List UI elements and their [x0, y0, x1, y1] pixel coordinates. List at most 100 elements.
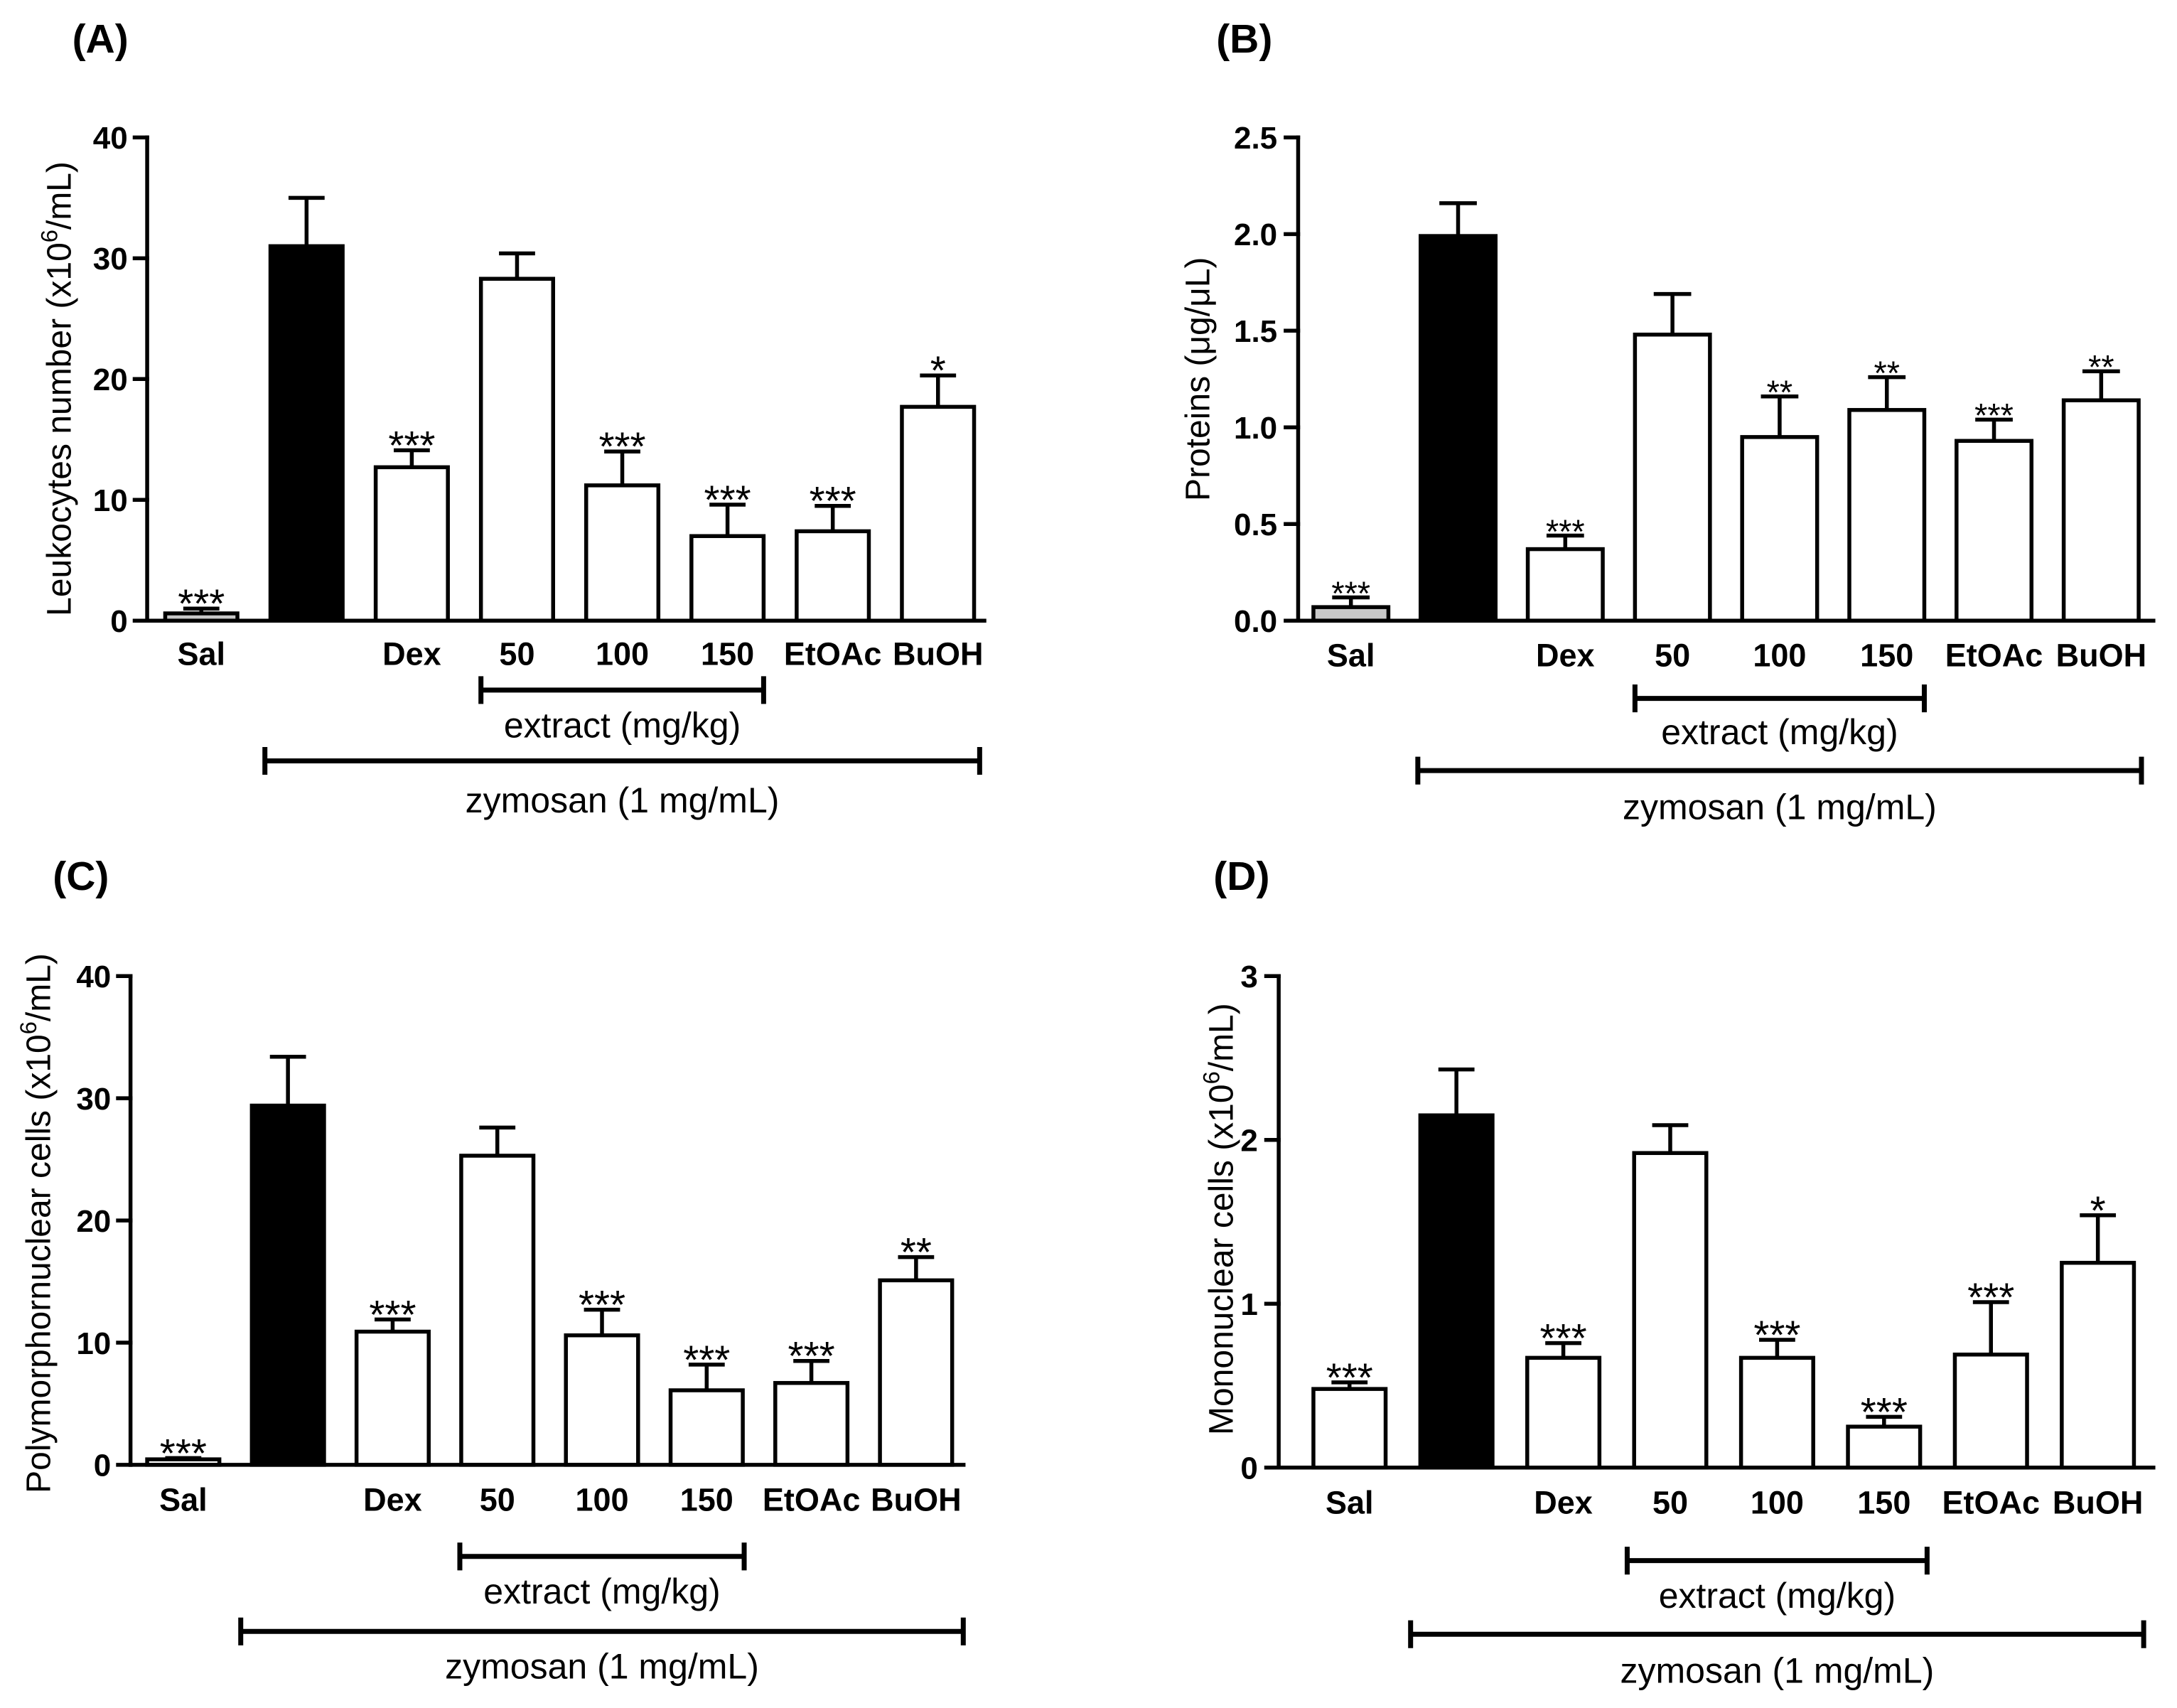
significance-marker: ***	[388, 424, 435, 468]
panel-label: (A)	[72, 16, 129, 62]
bar-etoac	[1955, 439, 2034, 623]
x-tick-label: Dex	[363, 1481, 422, 1518]
error-bar-100	[604, 449, 640, 485]
zymosan-group-label: zymosan (1 mg/mL)	[1623, 788, 1937, 827]
significance-marker: ***	[598, 425, 645, 470]
significance-marker: **	[1874, 355, 1899, 392]
x-tick-label: BuOH	[893, 636, 984, 672]
significance-marker: ***	[683, 1338, 730, 1382]
error-bar-100	[584, 1307, 620, 1336]
bar-dex	[1525, 547, 1605, 623]
zymosan-bracket	[1408, 1620, 2146, 1648]
x-tick-label: Dex	[1536, 638, 1595, 674]
y-tick-label: 3	[1240, 960, 1257, 994]
significance-marker: ***	[1967, 1275, 2014, 1320]
panel-c: (C)Polymorphornuclear cells (x106/mL)***…	[15, 854, 966, 1687]
error-bar-150	[1866, 1414, 1903, 1427]
bar-control	[1419, 234, 1498, 623]
error-bar-100	[1759, 1338, 1795, 1358]
x-tick-label: 100	[596, 636, 649, 672]
significance-marker: ***	[160, 1432, 207, 1476]
significance-marker: **	[1767, 374, 1792, 411]
bar-dex	[373, 465, 450, 623]
y-axis-label-unit: /mL)	[20, 953, 58, 1021]
x-tick-label: 50	[480, 1481, 515, 1518]
error-bar-buoh	[2082, 369, 2120, 401]
error-bar-buoh	[2080, 1213, 2117, 1263]
x-tick-label: Sal	[1327, 638, 1375, 674]
x-tick-label: 100	[575, 1481, 628, 1518]
y-axis-label: Polymorphornuclear cells (x106/mL)	[15, 953, 58, 1493]
error-bar-dex	[375, 1317, 411, 1332]
extract-bracket	[478, 676, 766, 704]
bar-50	[478, 276, 556, 623]
error-bar-50	[479, 1125, 516, 1156]
x-tick-label: BuOH	[2053, 1484, 2144, 1520]
error-bar-etoac	[1972, 1300, 2009, 1355]
significance-marker: ***	[1546, 513, 1585, 550]
error-bar-150	[688, 1363, 725, 1391]
extract-group-label: extract (mg/kg)	[504, 705, 741, 745]
error-bar-sal	[1332, 595, 1370, 608]
bar-100	[1738, 1355, 1815, 1470]
panel-label: (B)	[1216, 16, 1272, 62]
significance-marker: ***	[1326, 1355, 1373, 1400]
bar-50	[1632, 1151, 1709, 1470]
bar-50	[459, 1154, 536, 1467]
significance-marker: **	[2088, 349, 2114, 386]
y-tick-label: 1.0	[1234, 411, 1277, 446]
bar-150	[689, 534, 766, 623]
y-tick-label: 0.5	[1234, 507, 1277, 542]
significance-marker: ***	[810, 479, 856, 524]
bar-control	[268, 244, 345, 623]
x-tick-label: 150	[701, 636, 754, 672]
y-axis-label-text: Polymorphornuclear cells (x10	[20, 1034, 58, 1493]
significance-marker: ***	[579, 1283, 625, 1328]
y-tick-label: 1.5	[1234, 314, 1277, 349]
y-axis-label-unit: /mL)	[41, 161, 79, 230]
panel-a: (A) Leukocytes number (x106/mL) *** Sal *** D…	[36, 16, 987, 820]
error-bar-50	[499, 251, 535, 279]
bar-150	[1847, 408, 1927, 623]
bar-buoh	[2061, 398, 2141, 623]
y-tick-label: 0	[110, 604, 127, 639]
zymosan-group-label: zymosan (1 mg/mL)	[1620, 1651, 1935, 1691]
y-tick-label: 20	[93, 362, 128, 397]
extract-group-label: extract (mg/kg)	[1661, 712, 1898, 752]
y-axis-label: Leukocytes number (x106/mL)	[36, 161, 78, 616]
error-bar-etoac	[793, 1359, 829, 1383]
error-bar-etoac	[1975, 417, 2013, 441]
panel-label: (D)	[1213, 854, 1269, 899]
x-tick-label: Sal	[159, 1481, 208, 1518]
bar-sal	[1311, 1387, 1388, 1470]
panel-label: (C)	[53, 854, 109, 899]
error-bar-control	[269, 1054, 306, 1106]
x-tick-label: 50	[499, 636, 534, 672]
y-tick-label: 30	[76, 1082, 111, 1117]
y-axis-label-superscript: 6	[36, 230, 62, 242]
panel-d: (D) Mononuclear cells (x106/mL) *** Sal *** D…	[1198, 854, 2156, 1691]
y-axis-label-superscript: 6	[15, 1021, 41, 1034]
x-tick-label: BuOH	[871, 1481, 962, 1518]
error-bar-150	[1868, 375, 1906, 410]
bar-100	[1740, 435, 1819, 623]
y-axis-label-text: Proteins (μg/μL)	[1179, 257, 1217, 501]
bar-100	[564, 1333, 640, 1467]
extract-group-label: extract (mg/kg)	[1659, 1576, 1896, 1616]
error-bar-150	[709, 503, 746, 537]
y-tick-label: 40	[93, 121, 128, 156]
y-axis-label-text: Leukocytes number (x10	[41, 242, 79, 616]
bar-dex	[354, 1329, 431, 1467]
y-tick-label: 10	[93, 483, 128, 518]
zymosan-group-label: zymosan (1 mg/mL)	[445, 1647, 759, 1687]
significance-marker: **	[901, 1230, 932, 1275]
extract-bracket	[1632, 684, 1927, 713]
x-tick-label: Sal	[177, 636, 225, 672]
error-bar-sal	[183, 606, 220, 613]
bar-150	[668, 1388, 745, 1467]
error-bar-control	[1438, 1067, 1475, 1116]
bar-etoac	[773, 1380, 850, 1467]
significance-marker: *	[2090, 1188, 2106, 1233]
error-bar-buoh	[920, 373, 957, 407]
